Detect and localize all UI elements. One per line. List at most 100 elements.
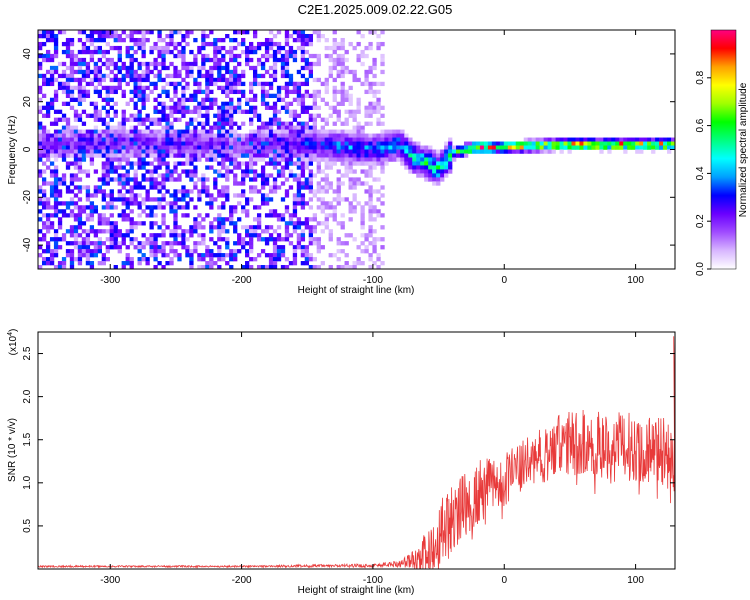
heatmap-cell [280,173,286,178]
heatmap-cell [376,141,381,146]
heatmap-cell [332,133,337,138]
heatmap-cell [189,117,194,122]
heatmap-cell [53,133,59,138]
heatmap-cell [372,109,377,114]
heatmap-cell [45,197,51,202]
heatmap-cell [193,169,198,174]
heatmap-cell [197,193,202,198]
heatmap-cell [165,113,170,118]
heatmap-cell [137,77,142,83]
heatmap-cell [268,137,274,142]
heatmap-cell [157,93,162,99]
heatmap-cell [599,137,604,142]
heatmap-cell [643,137,648,142]
heatmap-cell [65,133,71,138]
heatmap-cell [201,177,206,182]
heatmap-cell [245,61,250,67]
heatmap-cell [376,149,381,154]
heatmap-cell [161,113,166,118]
heatmap-cell [304,249,310,254]
heatmap-cell [320,185,325,190]
heatmap-cell [280,245,286,250]
heatmap-cell [201,65,206,71]
heatmap-cell [320,177,325,182]
heatmap-cell [49,149,55,154]
heatmap-cell [101,229,106,234]
heatmap-cell [376,189,381,194]
heatmap-cell [292,257,298,262]
heatmap-cell [57,61,63,67]
heatmap-cell [157,137,162,142]
heatmap-cell [93,141,99,146]
heatmap-cell [129,97,134,102]
heatmap-cell [53,129,59,134]
heatmap-cell [436,181,441,186]
heatmap-cell [276,245,282,250]
heatmap-cell [296,185,302,190]
heatmap-cell [113,65,118,71]
heatmap-cell [356,257,361,262]
heatmap-cell [38,85,43,91]
heatmap-cell [177,73,182,79]
heatmap-cell [364,45,369,51]
heatmap-cell [149,69,154,75]
heatmap-cell [324,213,329,218]
heatmap-cell [117,181,122,186]
heatmap-cell [73,161,79,166]
heatmap-cell [288,241,294,246]
heatmap-cell [372,101,377,106]
heatmap-cell [53,253,59,258]
heatmap-cell [153,65,158,71]
heatmap-cell [65,65,71,71]
heatmap-cell [268,257,274,262]
heatmap-cell [197,213,202,218]
heatmap-cell [284,193,290,198]
heatmap-cell [237,81,242,87]
heatmap-cell [185,161,190,166]
heatmap-cell [376,109,381,114]
heatmap-cell [245,197,250,202]
heatmap-cell [288,81,294,87]
heatmap-cell [121,141,126,146]
heatmap-cell [245,133,250,138]
heatmap-cell [93,241,99,246]
heatmap-cell [412,161,417,166]
heatmap-cell [77,137,83,142]
heatmap-cell [312,213,317,218]
heatmap-cell [511,145,517,150]
heatmap-cell [85,189,91,194]
heatmap-cell [268,157,274,162]
heatmap-cell [221,157,226,162]
heatmap-cell [145,169,150,174]
heatmap-cell [137,157,142,162]
heatmap-cell [185,213,190,218]
heatmap-cell [197,221,202,226]
heatmap-cell [312,105,317,110]
heatmap-cell [38,197,43,202]
heatmap-cell [157,145,162,150]
heatmap-cell [229,105,234,110]
heatmap-cell [571,145,576,150]
heatmap-cell [197,177,202,182]
heatmap-cell [336,149,341,154]
heatmap-cell [189,93,194,99]
heatmap-cell [356,261,361,266]
heatmap-cell [105,177,110,182]
heatmap-cell [153,181,158,186]
heatmap-cell [444,169,449,174]
heatmap-cell [113,101,118,106]
heatmap-cell [364,173,369,178]
heatmap-cell [193,153,198,158]
heatmap-cell [73,229,79,234]
heatmap-cell [284,221,290,226]
heatmap-cell [340,161,345,166]
heatmap-cell [125,201,130,206]
heatmap-cell [117,229,122,234]
heatmap-cell [233,177,238,182]
x-tick-label: -100 [363,275,383,286]
heatmap-cell [256,253,262,258]
heatmap-cell [97,141,102,146]
heatmap-cell [49,257,55,262]
heatmap-cell [260,61,266,67]
heatmap-cell [205,53,210,59]
